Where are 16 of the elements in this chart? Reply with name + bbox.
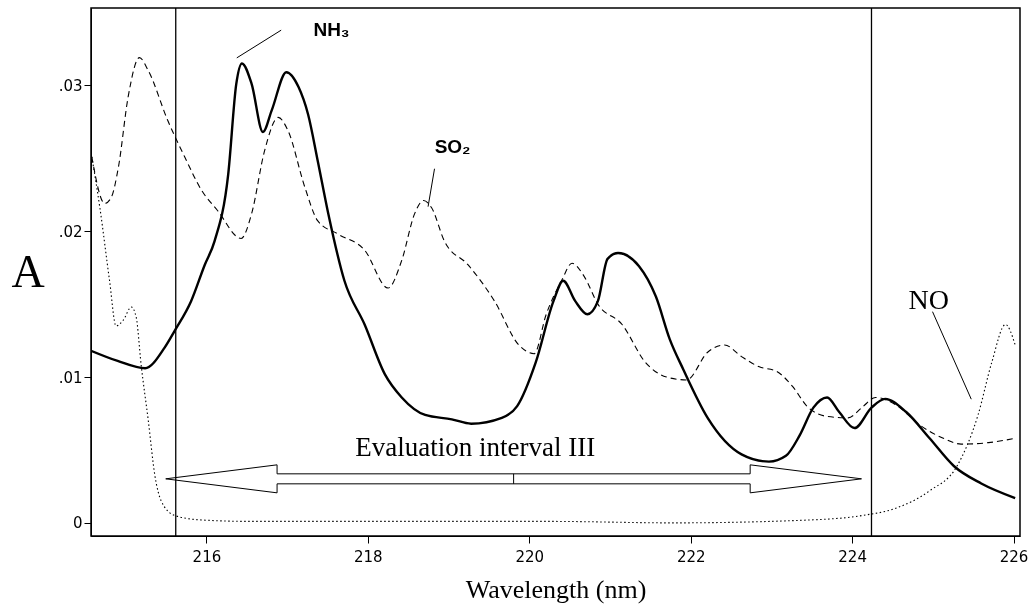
- x-tick-label: 224: [838, 547, 867, 566]
- series-label: NO: [908, 284, 950, 316]
- y-tick-label: .03: [58, 76, 83, 95]
- annotation: Evaluation interval III: [355, 432, 596, 463]
- text: NH₃: [313, 18, 350, 40]
- y-axis-title: A: [11, 245, 45, 297]
- text: SO₂: [434, 135, 471, 157]
- x-tick-label: 220: [515, 547, 545, 566]
- x-tick-label: 226: [999, 547, 1029, 566]
- x-tick-label: 222: [676, 547, 706, 566]
- x-axis-title: Wavelength (nm): [465, 574, 647, 604]
- x-tick-label: 218: [354, 547, 383, 566]
- y-tick-label: .02: [58, 222, 83, 241]
- y-tick-label: 0: [72, 514, 83, 533]
- y-tick-label: .01: [58, 368, 83, 387]
- x-tick-label: 216: [192, 547, 222, 566]
